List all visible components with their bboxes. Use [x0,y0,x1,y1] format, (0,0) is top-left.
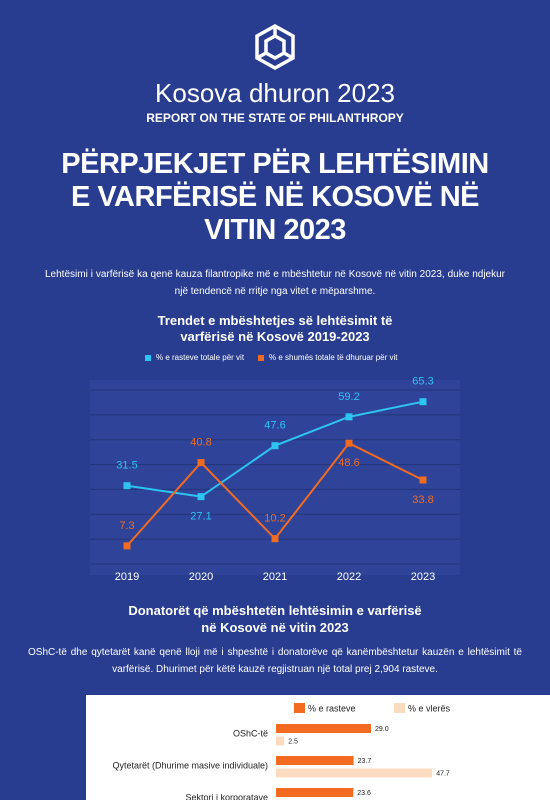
category-label: Qytetarët (Dhurime masive individuale) [112,760,268,770]
panel [86,695,550,800]
x-tick-label: 2019 [115,571,139,583]
point [271,535,279,543]
legend-label: % e rasteve [308,703,356,713]
bar [276,788,354,797]
value-label: 31.5 [116,460,137,472]
value-label: 33.8 [412,494,433,506]
chart-title: Trendet e mbështetjes së lehtësimit të v… [157,313,393,344]
point [197,493,205,501]
legend-swatch [145,355,151,361]
title-line: VITIN 2023 [204,214,346,246]
category-label: OShC-të [233,728,268,738]
legend-label: % e shumës totale të dhuruar për vit [269,353,398,362]
value-label: 47.6 [264,420,285,432]
value-label: 23.7 [358,758,372,765]
x-tick-label: 2023 [411,571,435,583]
legend-swatch [258,355,264,361]
value-label: 27.1 [190,511,211,523]
value-label: 2.5 [288,738,298,745]
point [345,413,353,421]
value-label: 59.2 [338,391,359,403]
title-line: E VARFËRISË NË KOSOVË NË [70,181,480,213]
point [123,542,131,550]
bar [276,736,285,746]
point [419,398,427,406]
x-tick-label: 2022 [337,571,361,583]
value-label: 40.8 [190,436,211,448]
line-chart: 2019 2020 2021 2022 2023 % e rasteve totale p… [90,353,460,583]
subtitle: REPORT ON THE STATE OF PHILANTHROPY [146,111,404,125]
value-label: 7.3 [119,520,134,532]
intro: Lehtësimi i varfërisë ka qenë kauza fila… [45,269,505,297]
legend-swatch [294,703,305,713]
value-label: 47.7 [436,770,450,777]
legend-label: % e rasteve totale për vit [156,353,245,362]
value-label: 10.2 [264,513,285,525]
title-line: PËRPJEKJET PËR LEHTËSIMIN [61,148,489,180]
point [197,459,205,467]
point [271,442,279,450]
chart-title: Donatorët që mbështetën lehtësimin e var… [128,603,422,635]
legend-label: % e vlerës [408,703,451,713]
value-label: 23.6 [357,790,371,797]
plot-area [90,380,460,575]
category-label: Sektori i korporatave [185,792,268,800]
description: OShC-të dhe qytetarët kanë qenë lloji më… [28,647,522,675]
x-tick-label: 2020 [189,571,213,583]
point [123,482,131,490]
bar [276,768,433,778]
bar [276,724,371,733]
title: PËRPJEKJET PËR LEHTËSIMIN E VARFËRISË NË… [0,148,550,247]
x-tick-label: 2021 [263,571,287,583]
bar [276,756,354,765]
legend-swatch [394,703,405,713]
value-label: 65.3 [412,376,433,388]
brand: Kosova dhuron 2023 [155,78,395,108]
point [419,476,427,484]
logo [255,23,295,71]
value-label: 48.6 [338,457,359,469]
point [345,439,353,447]
value-label: 29.0 [375,726,389,733]
